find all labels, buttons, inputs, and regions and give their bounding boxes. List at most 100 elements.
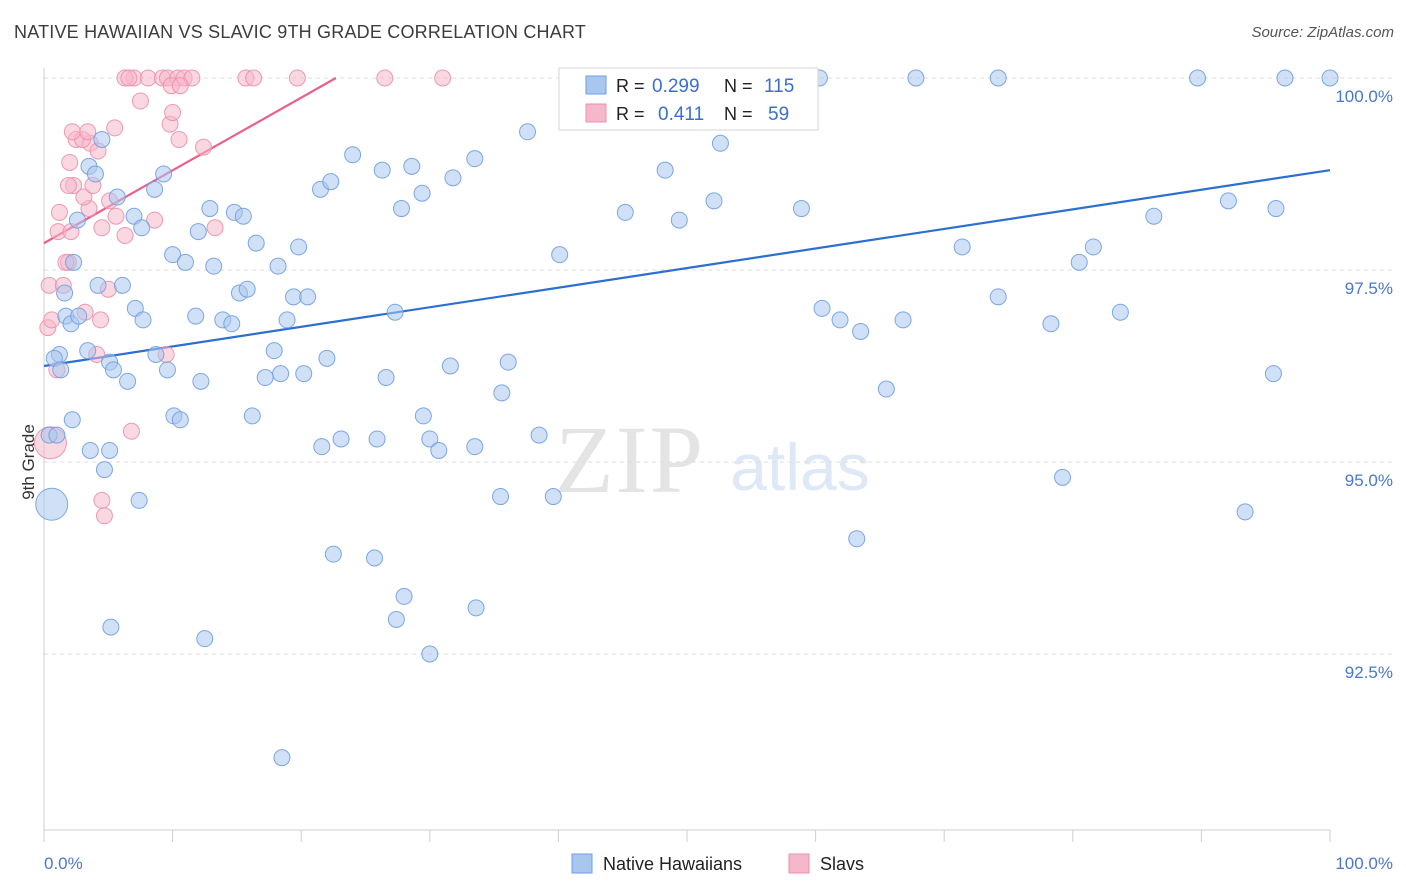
slavs-point-32 (170, 130, 188, 148)
x-tick-label-end: 100.0% (1335, 854, 1393, 873)
native-hawaiians-point-96 (551, 246, 569, 264)
slavs-point-28 (79, 123, 97, 141)
native-hawaiians-point-6 (101, 441, 119, 459)
native-hawaiians-point-84 (269, 257, 287, 275)
legend-swatch-native-hawaiians (585, 75, 607, 95)
native-hawaiians-point-17 (89, 276, 107, 294)
native-hawaiians-point-66 (196, 630, 214, 648)
native-hawaiians-point-112 (1070, 253, 1088, 271)
slavs-point-34 (206, 219, 224, 237)
native-hawaiians-point-55 (466, 438, 484, 456)
native-hawaiians-point-64 (421, 645, 439, 663)
slavs-point-45 (120, 69, 138, 87)
watermark: ZIP atlas (555, 406, 870, 513)
native-hawaiians-point-0 (35, 487, 69, 521)
native-hawaiians-point-70 (86, 165, 104, 183)
y-axis-label: 9th Grade (19, 424, 38, 500)
slavs-point-20 (59, 177, 77, 195)
native-hawaiians-point-89 (373, 161, 391, 179)
native-hawaiians-point-53 (530, 426, 548, 444)
slavs-point-11 (50, 203, 68, 221)
native-hawaiians-point-50 (421, 430, 439, 448)
native-hawaiians-point-80 (201, 200, 219, 218)
native-hawaiians-point-71 (93, 130, 111, 148)
bottom-legend-swatch-native-hawaiians[interactable] (571, 853, 593, 874)
native-hawaiians-point-40 (284, 288, 302, 306)
native-hawaiians-point-32 (223, 315, 241, 333)
native-hawaiians-point-58 (544, 488, 562, 506)
watermark-zip: ZIP (555, 406, 705, 513)
legend-r-value-2: 0.411 (658, 104, 704, 125)
bottom-legend-label-slavs[interactable]: Slavs (820, 854, 864, 874)
legend-r-label-1: R = (616, 76, 645, 96)
slavs-point-31 (146, 211, 164, 229)
native-hawaiians-point-105 (894, 311, 912, 329)
native-hawaiians-point-94 (466, 150, 484, 168)
legend-n-label-1: N = (724, 76, 753, 96)
native-hawaiians-point-107 (1042, 315, 1060, 333)
native-hawaiians-point-97 (616, 203, 634, 221)
native-hawaiians-point-74 (133, 219, 151, 237)
native-hawaiians-point-83 (247, 234, 265, 252)
native-hawaiians-point-110 (1264, 365, 1282, 383)
native-hawaiians-point-116 (1267, 200, 1285, 218)
native-hawaiians-point-67 (273, 749, 291, 767)
native-hawaiians-point-76 (155, 165, 173, 183)
native-hawaiians-point-4 (81, 441, 99, 459)
slavs-point-19 (75, 188, 93, 206)
slavs-point-29 (106, 119, 124, 137)
native-hawaiians-point-82 (234, 207, 252, 225)
native-hawaiians-point-59 (324, 545, 342, 563)
native-hawaiians-point-78 (176, 253, 194, 271)
slavs-point-27 (63, 123, 81, 141)
slavs-point-17 (93, 219, 111, 237)
native-hawaiians-point-79 (189, 223, 207, 241)
bottom-legend-swatch-slavs[interactable] (788, 853, 810, 874)
native-hawaiians-point-101 (792, 200, 810, 218)
native-hawaiians-point-37 (265, 342, 283, 360)
source-credit: Source: ZipAtlas.com (1251, 24, 1394, 41)
slavs-point-4 (40, 276, 58, 294)
y-tick-label-3: 100.0% (1335, 87, 1393, 106)
native-hawaiians-point-124 (989, 69, 1007, 87)
native-hawaiians-point-38 (272, 365, 290, 383)
native-hawaiians-point-16 (79, 342, 97, 360)
native-hawaiians-point-25 (158, 361, 176, 379)
native-hawaiians-point-90 (393, 200, 411, 218)
native-hawaiians-point-35 (243, 407, 261, 425)
slavs-point-52 (164, 104, 182, 122)
gridlines (44, 77, 1394, 655)
native-hawaiians-points (35, 69, 1339, 767)
native-hawaiians-point-51 (441, 357, 459, 375)
bottom-legend-label-native-hawaiians[interactable]: Native Hawaiians (603, 854, 742, 874)
native-hawaiians-point-10 (52, 361, 70, 379)
native-hawaiians-point-65 (102, 618, 120, 636)
legend-n-value-1: 115 (764, 76, 794, 97)
native-hawaiians-point-103 (831, 311, 849, 329)
native-hawaiians-point-77 (164, 246, 182, 264)
native-hawaiians-point-100 (705, 192, 723, 210)
series-legend: Native Hawaiians Slavs (571, 853, 864, 874)
native-hawaiians-point-62 (387, 610, 405, 628)
legend-n-label-2: N = (724, 104, 753, 124)
native-hawaiians-point-20 (113, 276, 131, 294)
native-hawaiians-point-119 (1236, 503, 1254, 521)
native-hawaiians-point-21 (119, 372, 137, 390)
native-hawaiians-point-108 (1084, 238, 1102, 256)
y-tick-label-2: 97.5% (1345, 279, 1393, 298)
native-hawaiians-point-91 (403, 157, 421, 175)
native-hawaiians-point-60 (366, 549, 384, 567)
slavs-point-56 (92, 311, 110, 329)
slavs-point-35 (288, 69, 306, 87)
native-hawaiians-point-44 (318, 349, 336, 367)
native-hawaiians-point-2 (48, 426, 66, 444)
native-hawaiians-point-19 (104, 361, 122, 379)
slavs-point-33 (194, 138, 212, 156)
native-hawaiians-point-126 (1276, 69, 1294, 87)
native-hawaiians-point-111 (877, 380, 895, 398)
legend-r-value-1: 0.299 (652, 76, 700, 97)
native-hawaiians-point-24 (147, 345, 165, 363)
native-hawaiians-point-30 (205, 257, 223, 275)
native-hawaiians-point-54 (493, 384, 511, 402)
